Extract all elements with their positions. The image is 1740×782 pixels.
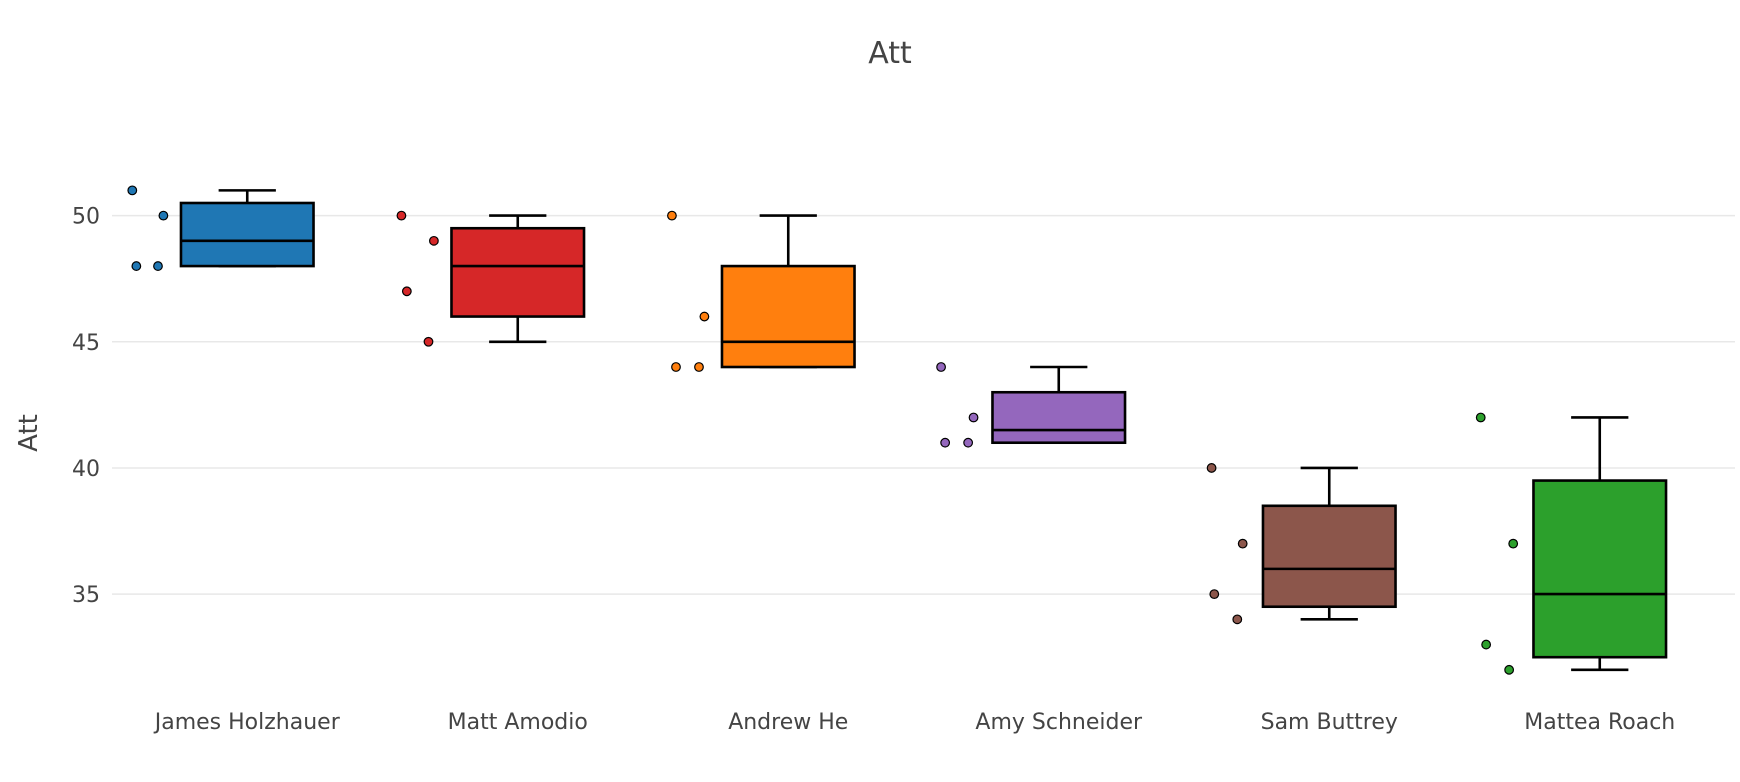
- data-point: [401, 286, 412, 297]
- data-point: [968, 412, 979, 423]
- y-tick-label: 35: [72, 583, 100, 608]
- x-tick-label: Sam Buttrey: [1261, 710, 1398, 735]
- data-point: [396, 210, 407, 221]
- data-point: [1237, 538, 1248, 549]
- data-point: [694, 362, 704, 372]
- y-axis-ticks: 35 40 45 50: [72, 205, 100, 609]
- data-point: [667, 210, 677, 221]
- data-point: [423, 336, 434, 347]
- y-axis-label: Att: [14, 414, 44, 452]
- x-tick-label: James Holzhauer: [153, 710, 341, 735]
- data-point: [1206, 463, 1217, 473]
- data-point: [671, 362, 681, 372]
- boxes: [127, 185, 1668, 675]
- data-point: [1504, 664, 1515, 675]
- box-iqr: [991, 390, 1127, 445]
- data-point: [1508, 538, 1519, 549]
- data-point: [428, 235, 439, 246]
- box-iqr: [1261, 504, 1397, 609]
- box-iqr: [450, 226, 586, 318]
- data-point: [1209, 589, 1220, 600]
- data-point: [1475, 412, 1486, 423]
- box-group-matt-amodio: [396, 210, 586, 347]
- chart-title: Att: [868, 36, 912, 71]
- x-axis-ticks: James Holzhauer Matt Amodio Andrew He Amy S…: [153, 710, 1676, 735]
- box-group-james-holzhauer: [127, 185, 315, 271]
- x-tick-label: Mattea Roach: [1524, 710, 1675, 735]
- box-group-mattea-roach: [1475, 412, 1668, 675]
- x-tick-label: Matt Amodio: [448, 710, 588, 735]
- x-tick-label: Amy Schneider: [975, 710, 1143, 735]
- data-point: [127, 185, 138, 196]
- box-group-amy-schneider: [936, 362, 1127, 448]
- box-iqr: [1532, 479, 1668, 659]
- data-point: [940, 437, 951, 448]
- y-tick-label: 40: [72, 457, 100, 482]
- data-point: [963, 437, 974, 448]
- box-group-andrew-he: [667, 210, 856, 372]
- x-tick-label: Andrew He: [728, 710, 848, 735]
- box-group-sam-buttrey: [1206, 463, 1397, 625]
- data-point: [699, 311, 710, 322]
- y-tick-label: 50: [72, 205, 100, 230]
- data-point: [153, 261, 163, 271]
- y-tick-label: 45: [72, 331, 100, 356]
- box-iqr: [720, 264, 856, 369]
- gridlines: [112, 214, 1735, 595]
- data-point: [131, 261, 142, 271]
- data-point: [1481, 639, 1492, 650]
- box-iqr: [179, 201, 315, 268]
- data-point: [936, 362, 946, 372]
- data-point: [1232, 614, 1243, 625]
- data-point: [158, 210, 169, 221]
